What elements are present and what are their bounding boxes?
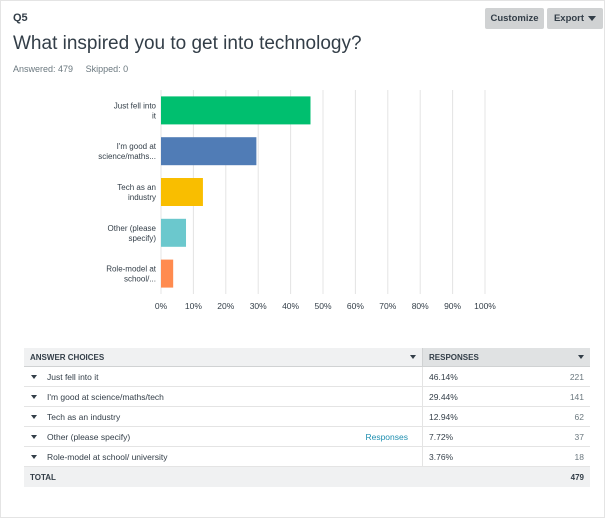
x-tick-label: 60% [347,301,364,311]
bar[interactable] [161,137,257,166]
category-label: Just fell into it [114,101,157,120]
caret-down-icon [588,16,597,21]
expand-caret-icon[interactable] [31,434,37,439]
table-row: Just fell into it 46.14% 221 [24,367,590,387]
sort-caret-icon [578,355,584,359]
response-count: 62 [574,411,584,422]
category-label: Other (please specify) [108,224,157,243]
expand-caret-icon[interactable] [31,454,37,459]
x-tick-label: 50% [314,301,331,311]
responses-link[interactable]: Responses [365,431,408,442]
answer-choice-cell: Role-model at school/ university [24,447,423,466]
answer-choice-cell: I'm good at science/maths/tech [24,387,423,406]
x-tick-label: 70% [379,301,396,311]
total-label: TOTAL [30,472,56,482]
table-row: Role-model at school/ university 3.76% 1… [24,447,590,467]
response-percent: 3.76% [429,451,454,462]
sort-caret-icon [410,355,416,359]
response-stats: Answered: 479 Skipped: 0 [13,64,138,74]
answer-choice-label: Tech as an industry [47,411,121,422]
x-tick-label: 40% [282,301,299,311]
response-percent: 46.14% [429,371,458,382]
table-total-row: TOTAL 479 [24,467,590,487]
skipped-count: Skipped: 0 [85,64,129,74]
answer-choice-cell: Just fell into it [24,367,423,386]
bar[interactable] [161,96,311,125]
bar-chart: Just fell into it I'm good at science/maths… [0,86,605,316]
x-tick-label: 10% [185,301,202,311]
answered-count: Answered: 479 [13,64,74,74]
bar[interactable] [161,178,203,206]
bars [161,96,311,288]
answer-table: ANSWER CHOICES RESPONSES Just fell into … [24,348,590,487]
responses-header-label: RESPONSES [429,352,479,362]
expand-caret-icon[interactable] [31,374,37,379]
x-tick-label: 80% [412,301,429,311]
bar[interactable] [161,218,187,247]
total-spacer [423,467,533,487]
response-count: 37 [574,431,584,442]
response-percent: 12.94% [429,411,458,422]
question-title: What inspired you to get into technology… [13,33,362,54]
customize-label: Customize [490,13,539,24]
export-label: Export [553,13,585,24]
response-percent: 7.72% [429,431,454,442]
answer-choices-header[interactable]: ANSWER CHOICES [24,348,423,366]
expand-caret-icon[interactable] [31,394,37,399]
responses-header[interactable]: RESPONSES [423,348,590,366]
answer-choice-cell: Tech as an industry [24,407,423,426]
response-count: 221 [569,371,584,382]
table-row: Tech as an industry 12.94% 62 [24,407,590,427]
export-button[interactable]: Export [547,8,603,29]
question-number: Q5 [13,12,28,24]
bar[interactable] [161,259,174,288]
category-label: Role-model at school/... [106,265,157,284]
x-tick-label: 20% [217,301,234,311]
answer-choice-label: I'm good at science/maths/tech [47,391,164,402]
table-row: I'm good at science/maths/tech 29.44% 14… [24,387,590,407]
x-tick-labels: 0% 10% 20% 30% 40% 50% 60% 70% 80% 90% 100% [155,301,496,311]
answer-choice-cell: Other (please specify) Responses [24,427,423,446]
bar-chart-svg: Just fell into it I'm good at science/maths… [98,90,496,311]
x-tick-label: 90% [444,301,461,311]
answer-choice-label: Role-model at school/ university [47,451,168,462]
category-labels: Just fell into it I'm good at science/maths… [98,101,157,283]
table-header: ANSWER CHOICES RESPONSES [24,348,590,367]
answer-choice-label: Other (please specify) [47,431,131,442]
total-count: 479 [570,472,584,482]
customize-button[interactable]: Customize [485,8,544,29]
response-percent: 29.44% [429,391,458,402]
response-count: 18 [574,451,584,462]
category-label: I'm good at science/maths... [98,142,157,161]
table-row: Other (please specify) Responses 7.72% 3… [24,427,590,447]
expand-caret-icon[interactable] [31,414,37,419]
x-tick-label: 30% [250,301,267,311]
category-label: Tech as an industry [117,183,156,202]
x-tick-label: 100% [474,301,496,311]
answer-choice-label: Just fell into it [47,371,99,382]
answer-choices-header-label: ANSWER CHOICES [30,352,105,362]
response-count: 141 [569,391,584,402]
x-tick-label: 0% [155,301,168,311]
